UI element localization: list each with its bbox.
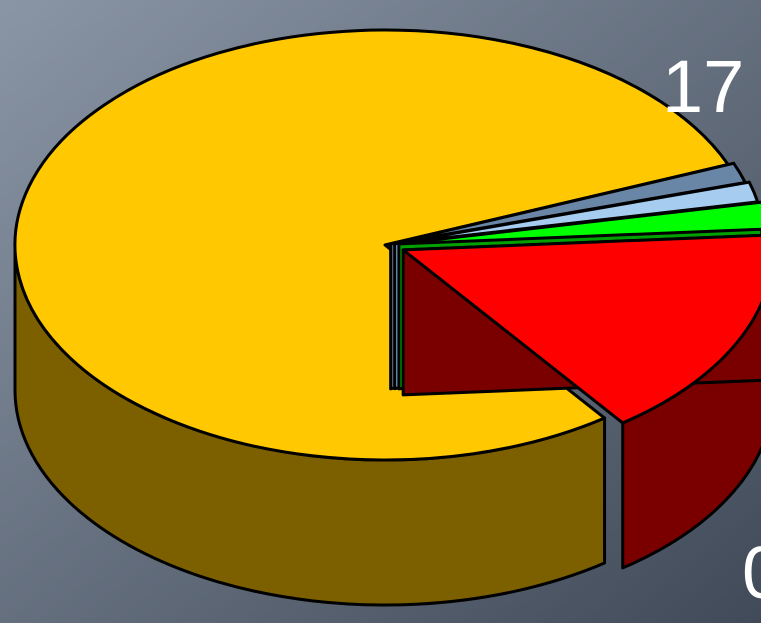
pie-slice-1-top — [13, 28, 730, 462]
pie-slices — [13, 28, 761, 607]
pie-slice-2 — [401, 233, 761, 570]
data-label-top: 17 — [662, 45, 744, 128]
data-label-bottom: 0 — [742, 531, 761, 614]
pie-slice-3-top — [397, 200, 761, 246]
pie-slice-2-top — [401, 233, 761, 425]
pie-slice-1 — [13, 28, 730, 607]
